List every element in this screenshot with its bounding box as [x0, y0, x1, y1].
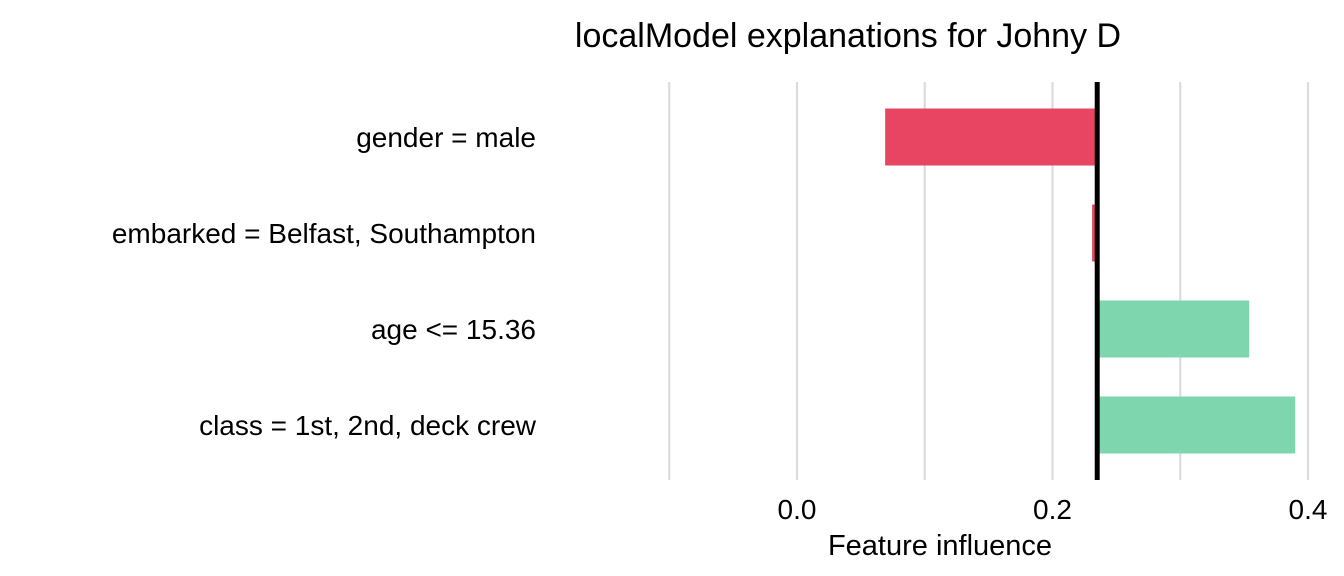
x-axis-ticks: 0.0 0.2 0.4 — [778, 494, 1328, 525]
x-tick-label: 0.0 — [778, 494, 817, 525]
y-tick-label: class = 1st, 2nd, deck crew — [199, 410, 537, 441]
x-tick-label: 0.2 — [1033, 494, 1072, 525]
x-tick-label: 0.4 — [1289, 494, 1328, 525]
y-tick-label: gender = male — [356, 122, 536, 153]
bar — [885, 108, 1098, 166]
bar — [1097, 396, 1296, 454]
y-tick-label: age <= 15.36 — [371, 314, 536, 345]
x-axis-label: Feature influence — [828, 530, 1052, 562]
y-axis-labels: gender = male embarked = Belfast, Southam… — [112, 122, 537, 441]
y-tick-label: embarked = Belfast, Southampton — [112, 218, 536, 249]
bar — [1097, 300, 1250, 358]
bars — [885, 108, 1296, 454]
bar — [1092, 204, 1098, 262]
chart-title: localModel explanations for Johny D — [575, 17, 1121, 55]
